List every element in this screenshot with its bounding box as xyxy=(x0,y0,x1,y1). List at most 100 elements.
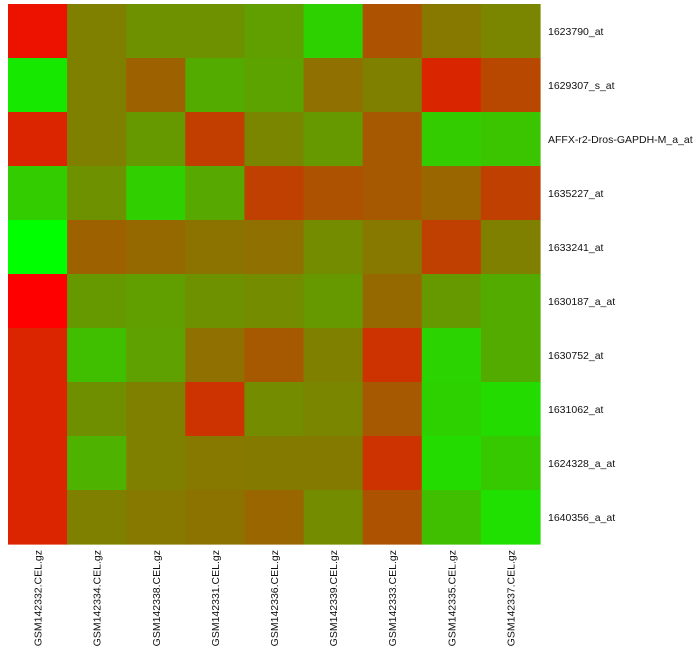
heatmap-cell xyxy=(185,4,246,59)
heatmap-cell xyxy=(185,166,246,221)
heatmap-cell xyxy=(67,4,127,59)
heatmap-cell xyxy=(67,220,127,275)
heatmap-cell xyxy=(362,490,423,545)
heatmap-cell xyxy=(421,112,482,167)
heatmap-cell xyxy=(126,112,186,167)
heatmap-cell xyxy=(185,382,246,437)
heatmap-cell xyxy=(8,436,68,491)
heatmap-cell xyxy=(421,220,482,275)
heatmap-cell xyxy=(8,112,68,167)
heatmap-cells xyxy=(8,4,541,545)
heatmap-cell xyxy=(126,58,186,113)
heatmap-cell xyxy=(303,382,364,437)
heatmap-cell xyxy=(480,4,541,59)
row-label: 1631062_at xyxy=(548,404,604,416)
heatmap-cell xyxy=(8,274,68,329)
row-label: 1635227_at xyxy=(548,188,604,200)
heatmap-cell xyxy=(244,274,305,329)
heatmap-cell xyxy=(8,328,68,383)
heatmap-cell xyxy=(185,220,246,275)
heatmap-cell xyxy=(185,112,246,167)
heatmap-cell xyxy=(421,328,482,383)
heatmap-cell xyxy=(8,490,68,545)
heatmap-cell xyxy=(362,328,423,383)
row-label: AFFX-r2-Dros-GAPDH-M_a_at xyxy=(548,134,693,146)
column-label: GSM142339.CEL.gz xyxy=(328,550,340,646)
column-labels: GSM142332.CEL.gz GSM142334.CEL.gz GSM14233… xyxy=(33,550,518,646)
heatmap-cell xyxy=(303,166,364,221)
heatmap-cell xyxy=(244,220,305,275)
heatmap-cell xyxy=(244,382,305,437)
heatmap-cell xyxy=(67,274,127,329)
heatmap-cell xyxy=(480,274,541,329)
heatmap-cell xyxy=(185,328,246,383)
column-label: GSM142338.CEL.gz xyxy=(151,550,163,646)
heatmap-cell xyxy=(67,382,127,437)
heatmap-cell xyxy=(303,220,364,275)
heatmap-cell xyxy=(8,58,68,113)
column-label: GSM142337.CEL.gz xyxy=(505,550,517,646)
heatmap-cell xyxy=(8,166,68,221)
heatmap-cell xyxy=(244,490,305,545)
heatmap-cell xyxy=(480,382,541,437)
heatmap-cell xyxy=(67,166,127,221)
heatmap-cell xyxy=(421,58,482,113)
heatmap-cell xyxy=(126,274,186,329)
row-labels: 1623790_at 1629307_s_at AFFX-r2-Dros-GAPDH… xyxy=(548,26,693,524)
heatmap-cell xyxy=(8,220,68,275)
heatmap-cell xyxy=(126,382,186,437)
heatmap-cell xyxy=(244,436,305,491)
heatmap-cell xyxy=(480,490,541,545)
heatmap-cell xyxy=(126,436,186,491)
heatmap-cell xyxy=(185,58,246,113)
heatmap-cell xyxy=(8,382,68,437)
heatmap-cell xyxy=(126,490,186,545)
heatmap-cell xyxy=(67,58,127,113)
column-label: GSM142335.CEL.gz xyxy=(446,550,458,646)
heatmap-cell xyxy=(244,328,305,383)
heatmap-cell xyxy=(362,382,423,437)
heatmap-cell xyxy=(126,328,186,383)
heatmap-cell xyxy=(421,490,482,545)
heatmap-cell xyxy=(8,4,68,59)
heatmap-cell xyxy=(303,274,364,329)
row-label: 1630752_at xyxy=(548,350,604,362)
heatmap-cell xyxy=(480,436,541,491)
heatmap-cell xyxy=(303,328,364,383)
heatmap-cell xyxy=(126,220,186,275)
heatmap-cell xyxy=(244,166,305,221)
heatmap-cell xyxy=(67,490,127,545)
heatmap-cell xyxy=(303,490,364,545)
heatmap-cell xyxy=(480,58,541,113)
heatmap-cell xyxy=(421,4,482,59)
heatmap-cell xyxy=(244,58,305,113)
heatmap-cell xyxy=(362,166,423,221)
row-label: 1623790_at xyxy=(548,26,604,38)
heatmap-cell xyxy=(303,112,364,167)
row-label: 1640356_a_at xyxy=(548,512,615,524)
heatmap-cell xyxy=(362,58,423,113)
heatmap-cell xyxy=(303,436,364,491)
heatmap-cell xyxy=(480,166,541,221)
heatmap-cell xyxy=(421,166,482,221)
heatmap-cell xyxy=(126,166,186,221)
heatmap-cell xyxy=(67,436,127,491)
heatmap-cell xyxy=(244,112,305,167)
row-label: 1633241_at xyxy=(548,242,604,254)
column-label: GSM142333.CEL.gz xyxy=(387,550,399,646)
heatmap-cell xyxy=(244,4,305,59)
row-label: 1624328_a_at xyxy=(548,458,615,470)
row-label: 1630187_a_at xyxy=(548,296,615,308)
heatmap-cell xyxy=(362,274,423,329)
heatmap-cell xyxy=(421,436,482,491)
heatmap-cell xyxy=(362,112,423,167)
heatmap-cell xyxy=(185,490,246,545)
column-label: GSM142336.CEL.gz xyxy=(269,550,281,646)
heatmap-cell xyxy=(126,4,186,59)
heatmap-cell xyxy=(362,436,423,491)
heatmap-cell xyxy=(362,4,423,59)
heatmap-cell xyxy=(421,382,482,437)
heatmap-cell xyxy=(67,328,127,383)
heatmap-cell xyxy=(421,274,482,329)
heatmap-cell xyxy=(480,220,541,275)
